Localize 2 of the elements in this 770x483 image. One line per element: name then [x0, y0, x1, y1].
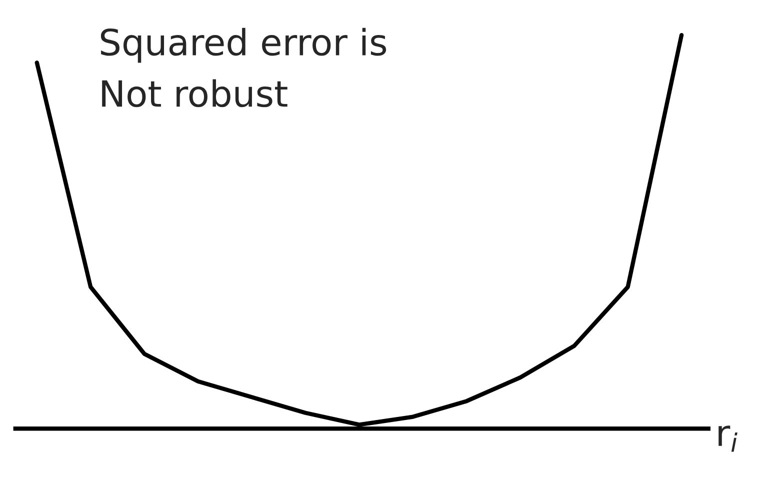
chart-title: Squared error is Not robust	[100, 28, 386, 108]
x-axis-title: r$_{i}$	[718, 426, 738, 452]
